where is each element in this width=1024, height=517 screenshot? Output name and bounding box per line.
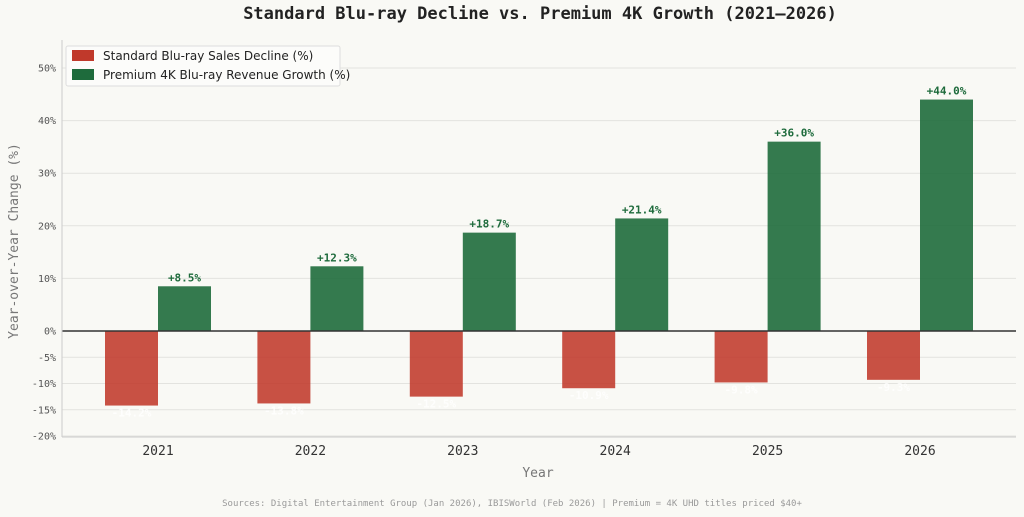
y-tick-label: -10% bbox=[32, 379, 56, 390]
bar-premium-growth bbox=[158, 286, 211, 331]
bar-standard-decline bbox=[867, 331, 920, 380]
y-tick-label: 40% bbox=[38, 116, 56, 127]
x-axis-label: Year bbox=[522, 466, 553, 481]
legend-swatch-premium bbox=[72, 69, 94, 80]
legend-box bbox=[65, 45, 341, 87]
y-tick-label: -20% bbox=[32, 432, 56, 443]
bar-standard-decline bbox=[714, 331, 768, 383]
data-labels: -14.2% +8.5% -13.8% +12.3% -12.5% +18.7% -10.9… bbox=[112, 85, 967, 420]
bars bbox=[105, 99, 973, 406]
y-tick-label: -15% bbox=[32, 405, 56, 416]
bar-premium-growth bbox=[767, 141, 821, 331]
x-tick-labels: 2021 2022 2023 2024 2025 2026 bbox=[142, 444, 935, 459]
data-label-premium: +36.0% bbox=[774, 127, 814, 140]
legend: Standard Blu-ray Sales Decline (%) Premi… bbox=[65, 45, 350, 87]
bar-premium-growth bbox=[310, 266, 364, 331]
y-tick-label: 0% bbox=[44, 327, 56, 338]
y-tick-labels: 50% 40% 30% 20% 10% 0% -5% -10% -15% -20% bbox=[32, 64, 56, 443]
data-label-standard: -12.5% bbox=[416, 398, 456, 411]
data-label-standard: -10.9% bbox=[569, 389, 609, 402]
x-tick-label: 2024 bbox=[600, 444, 631, 459]
bar-standard-decline bbox=[562, 331, 616, 389]
source-note: Sources: Digital Entertainment Group (Ja… bbox=[222, 499, 802, 509]
bar-premium-growth bbox=[462, 232, 516, 331]
legend-label-premium: Premium 4K Blu-ray Revenue Growth (%) bbox=[103, 68, 350, 82]
bar-standard-decline bbox=[409, 331, 463, 397]
data-label-standard: -9.8% bbox=[725, 383, 758, 396]
y-axis-label: Year-over-Year Change (%) bbox=[7, 143, 22, 339]
data-label-premium: +44.0% bbox=[927, 85, 967, 98]
y-tick-label: -5% bbox=[38, 353, 56, 364]
x-tick-label: 2025 bbox=[752, 444, 783, 459]
data-label-standard: -13.8% bbox=[264, 404, 304, 417]
bar-premium-growth bbox=[920, 99, 973, 331]
data-label-premium: +12.3% bbox=[317, 251, 357, 264]
bar-standard-decline bbox=[257, 331, 311, 404]
legend-swatch-standard bbox=[72, 50, 94, 61]
legend-label-standard: Standard Blu-ray Sales Decline (%) bbox=[103, 49, 313, 63]
data-label-premium: +18.7% bbox=[469, 218, 509, 231]
x-tick-label: 2023 bbox=[447, 444, 478, 459]
y-tick-label: 20% bbox=[38, 221, 56, 232]
x-tick-label: 2021 bbox=[142, 444, 173, 459]
grid-layer bbox=[62, 67, 1016, 437]
x-tick-label: 2022 bbox=[295, 444, 326, 459]
bar-standard-decline bbox=[105, 331, 158, 406]
chart-title: Standard Blu-ray Decline vs. Premium 4K … bbox=[243, 4, 837, 24]
data-label-premium: +21.4% bbox=[622, 203, 662, 216]
x-tick-label: 2026 bbox=[904, 444, 935, 459]
data-label-standard: -14.2% bbox=[112, 407, 152, 420]
data-label-standard: -9.3% bbox=[877, 381, 910, 394]
y-tick-label: 10% bbox=[38, 274, 56, 285]
data-label-premium: +8.5% bbox=[168, 271, 201, 284]
y-tick-label: 50% bbox=[38, 64, 56, 75]
y-tick-label: 30% bbox=[38, 169, 56, 180]
bar-premium-growth bbox=[615, 218, 669, 331]
